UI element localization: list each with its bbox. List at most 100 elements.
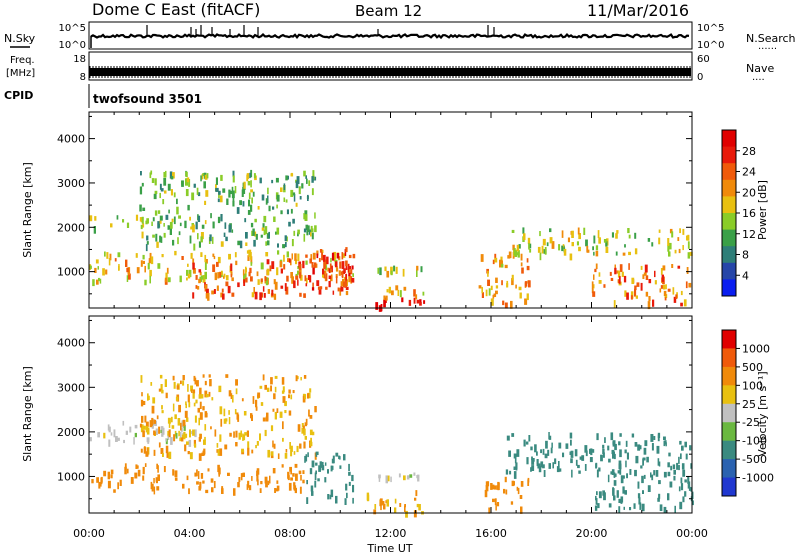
scatter-cell — [309, 388, 312, 393]
scatter-cell — [167, 435, 170, 440]
scatter-cell — [145, 421, 149, 427]
scatter-cell — [204, 200, 207, 205]
scatter-cell — [230, 263, 233, 271]
scatter-cell — [256, 473, 259, 482]
scatter-cell — [603, 239, 607, 243]
scatter-cell — [198, 437, 201, 442]
scatter-cell — [194, 443, 197, 448]
scatter-cell — [634, 469, 637, 477]
scatter-cell — [279, 411, 283, 418]
power-frame — [88, 111, 693, 309]
scatter-cell — [182, 380, 185, 386]
scatter-cell — [331, 252, 335, 261]
scatter-cell — [635, 455, 639, 464]
scatter-cell — [259, 292, 262, 301]
scatter-cell — [185, 171, 188, 177]
scatter-cell — [315, 451, 319, 455]
scatter-cell — [329, 494, 332, 500]
scatter-cell — [217, 256, 221, 264]
scatter-cell — [672, 287, 675, 295]
scatter-cell — [325, 264, 328, 271]
scatter-cell — [172, 375, 175, 381]
scatter-cell — [304, 436, 307, 440]
scatter-cell — [319, 286, 323, 290]
scatter-cell — [168, 429, 171, 438]
scatter-cell — [217, 272, 220, 279]
scatter-cell — [273, 279, 276, 285]
scatter-cell — [197, 471, 200, 479]
scatter-cell — [634, 248, 638, 255]
scatter-cell — [193, 375, 196, 382]
scatter-cell — [680, 483, 684, 491]
scatter-cell — [618, 276, 621, 284]
scatter-cell — [390, 476, 392, 483]
scatter-cell — [501, 263, 504, 268]
scatter-cell — [325, 286, 328, 290]
scatter-cell — [261, 194, 265, 201]
colorbar-tick-label: 4 — [742, 269, 749, 282]
scatter-cell — [265, 241, 267, 246]
scatter-cell — [624, 290, 627, 297]
scatter-cell — [234, 409, 237, 415]
scatter-cell — [98, 277, 100, 282]
scatter-cell — [220, 174, 223, 181]
scatter-cell — [215, 177, 218, 185]
scatter-cell — [280, 187, 283, 192]
scatter-cell — [515, 462, 518, 470]
scatter-cell — [228, 410, 230, 415]
scatter-cell — [301, 423, 304, 428]
scatter-cell — [350, 275, 352, 281]
scatter-cell — [142, 401, 146, 405]
scatter-cell — [480, 254, 484, 262]
scatter-cell — [273, 443, 276, 449]
scatter-cell — [279, 260, 283, 268]
scatter-cell — [309, 258, 312, 264]
freq-left-tick-top: 18 — [73, 54, 86, 65]
scatter-cell — [218, 190, 221, 195]
scatter-cell — [185, 178, 188, 186]
scatter-cell — [352, 484, 355, 493]
scatter-cell — [645, 291, 649, 297]
scatter-cell — [173, 192, 176, 198]
scatter-cell — [311, 188, 314, 196]
scatter-cell — [394, 507, 397, 514]
scatter-cell — [318, 288, 322, 295]
scatter-cell — [343, 268, 346, 273]
x-tick-label: 08:00 — [274, 527, 306, 540]
scatter-cell — [673, 475, 676, 481]
scatter-cell — [309, 441, 313, 447]
scatter-cell — [378, 305, 382, 312]
scatter-cell — [297, 232, 299, 237]
scatter-cell — [345, 286, 349, 290]
scatter-cell — [495, 503, 497, 511]
colorbar-tick-label: 8 — [742, 249, 749, 262]
scatter-cell — [596, 469, 599, 478]
scatter-cell — [254, 291, 258, 300]
scatter-cell — [263, 293, 266, 298]
colorbar-segment — [722, 130, 736, 148]
scatter-cell — [311, 460, 315, 468]
scatter-cell — [634, 285, 637, 291]
scatter-cell — [273, 393, 276, 400]
scatter-cell — [159, 374, 163, 379]
scatter-cell — [335, 275, 338, 284]
scatter-cell — [141, 182, 144, 187]
scatter-cell — [347, 267, 350, 273]
scatter-cell — [259, 488, 262, 493]
scatter-cell — [154, 210, 158, 216]
y-tick-label: 3000 — [57, 381, 85, 394]
scatter-cell — [401, 297, 404, 303]
scatter-cell — [157, 221, 160, 229]
scatter-cell — [243, 273, 246, 282]
scatter-cell — [153, 449, 156, 456]
scatter-cell — [614, 443, 617, 451]
scatter-cell — [237, 482, 240, 488]
scatter-cell — [193, 183, 196, 188]
scatter-cell — [592, 449, 595, 453]
scatter-cell — [171, 218, 174, 223]
scatter-cell — [134, 424, 138, 429]
scatter-cell — [285, 401, 287, 405]
scatter-cell — [531, 465, 535, 471]
scatter-cell — [683, 299, 687, 307]
